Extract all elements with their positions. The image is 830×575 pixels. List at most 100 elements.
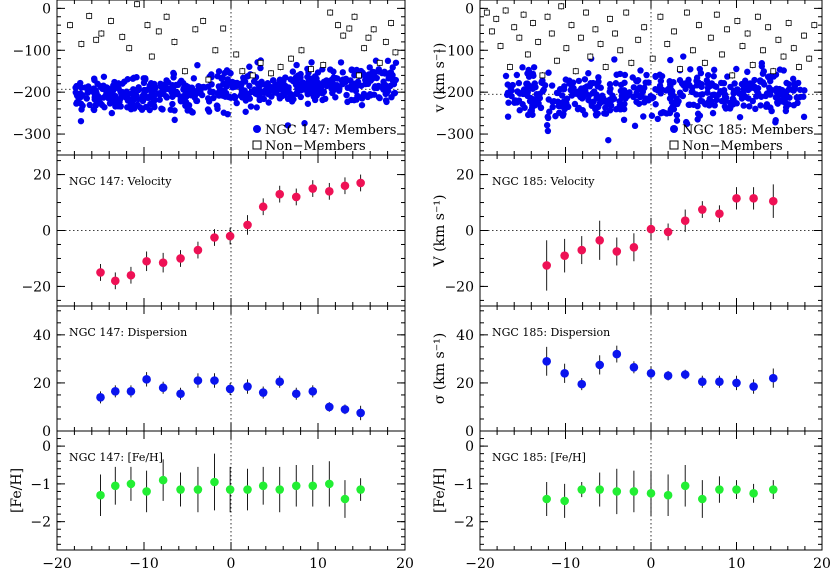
member-point — [84, 89, 91, 96]
member-point — [330, 74, 337, 81]
y-tick-label: 0 — [465, 424, 474, 440]
member-point — [789, 75, 797, 83]
nonmember-point — [801, 32, 807, 39]
member-point — [673, 117, 681, 124]
nonmember-point — [744, 30, 751, 37]
nonmember-point — [749, 62, 756, 68]
member-point — [286, 95, 294, 102]
member-point — [376, 94, 383, 102]
member-point — [358, 95, 366, 102]
member-point — [278, 81, 285, 89]
data-point — [542, 494, 551, 504]
data-point — [560, 369, 569, 378]
member-point — [652, 85, 659, 93]
member-point — [139, 97, 147, 104]
member-point — [634, 76, 642, 84]
member-point — [129, 75, 137, 82]
nonmember-point — [544, 13, 551, 20]
member-point — [124, 97, 132, 104]
member-point — [652, 101, 659, 108]
member-point — [772, 117, 779, 124]
nonmember-point — [554, 57, 560, 64]
member-point — [537, 104, 545, 111]
nonmember-point — [539, 72, 546, 79]
y-axis-label: [Fe/H] — [9, 468, 25, 513]
member-point — [502, 72, 510, 80]
member-point — [197, 83, 204, 91]
nonmember-point — [370, 26, 377, 33]
nonmember-point — [628, 59, 635, 66]
member-point — [746, 103, 753, 110]
y-tick-label: 0 — [42, 1, 51, 17]
nonmember-point — [67, 22, 73, 29]
member-point — [171, 116, 178, 124]
nonmember-point — [376, 59, 383, 66]
nonmember-point — [790, 45, 797, 52]
nonmember-point — [707, 34, 714, 41]
data-point — [210, 233, 219, 242]
member-point — [358, 101, 366, 109]
member-point — [559, 112, 567, 119]
member-point — [392, 76, 399, 84]
member-point — [343, 91, 350, 99]
member-point — [96, 95, 103, 102]
member-point — [601, 97, 608, 104]
member-point — [757, 102, 764, 109]
member-point — [130, 86, 137, 93]
member-point — [607, 85, 614, 92]
member-point — [233, 99, 240, 107]
member-point — [217, 89, 225, 96]
member-point — [637, 67, 644, 74]
nonmember-point — [572, 68, 579, 75]
member-point — [704, 71, 712, 79]
nonmember-point — [93, 36, 100, 43]
member-point — [697, 97, 704, 105]
member-point — [169, 100, 176, 108]
data-point — [243, 382, 252, 391]
member-point — [616, 70, 624, 78]
member-point — [337, 59, 345, 66]
nonmember-point — [695, 22, 702, 29]
member-point — [504, 81, 511, 88]
member-point — [519, 64, 526, 71]
x-tick-label: 0 — [647, 556, 656, 572]
data-point — [577, 245, 587, 255]
member-point — [538, 79, 545, 86]
data-point — [176, 389, 185, 399]
panel-title: NGC 185: Velocity — [492, 175, 595, 188]
y-tick-label: 0 — [42, 424, 51, 440]
nonmember-point — [568, 22, 575, 29]
member-point — [759, 70, 767, 77]
member-point — [246, 82, 253, 90]
y-axis-label: v (km s⁻¹) — [432, 43, 448, 114]
nonmember-point — [392, 49, 399, 56]
member-point — [300, 86, 307, 93]
member-point — [707, 82, 714, 90]
nonmember-point — [382, 38, 389, 45]
data-point — [629, 487, 639, 496]
data-point — [158, 383, 168, 393]
member-point — [699, 91, 706, 98]
member-point — [742, 77, 749, 84]
data-point — [663, 371, 673, 381]
member-point — [740, 85, 747, 93]
data-point — [96, 490, 105, 500]
member-point — [282, 74, 289, 81]
member-point — [373, 74, 380, 82]
member-point — [246, 63, 253, 70]
member-point — [736, 113, 744, 121]
member-point — [98, 101, 106, 109]
data-point — [732, 485, 741, 494]
member-point — [193, 97, 201, 105]
data-point — [225, 485, 235, 494]
member-point — [673, 112, 681, 119]
data-point — [612, 349, 622, 359]
member-point — [560, 86, 568, 93]
nonmember-point — [520, 11, 527, 18]
member-point — [637, 92, 644, 99]
member-point — [131, 105, 138, 112]
member-point — [504, 113, 512, 120]
y-tick-label: −300 — [13, 127, 51, 143]
panel-title: NGC 185: Dispersion — [492, 326, 610, 339]
data-point — [340, 405, 350, 414]
